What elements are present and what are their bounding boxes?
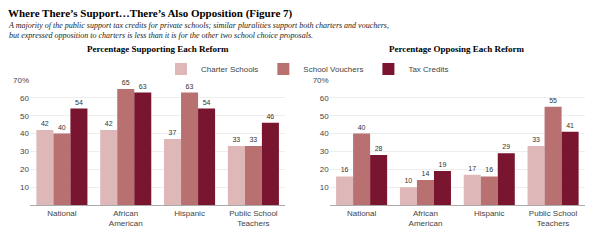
svg-text:65: 65 (122, 79, 130, 86)
svg-text:33: 33 (532, 136, 540, 143)
svg-text:A majority of the public suppo: A majority of the public support tax cre… (8, 21, 389, 40)
svg-text:60: 60 (20, 94, 29, 103)
svg-text:Public SchoolTeachers: Public SchoolTeachers (229, 209, 278, 228)
svg-text:10: 10 (20, 183, 29, 192)
svg-text:20: 20 (320, 165, 329, 174)
svg-text:School Vouchers: School Vouchers (303, 65, 363, 74)
svg-text:42: 42 (41, 120, 49, 127)
svg-text:60: 60 (320, 94, 329, 103)
svg-text:28: 28 (375, 145, 383, 152)
svg-text:30: 30 (320, 147, 329, 156)
svg-text:50: 50 (320, 112, 329, 121)
svg-text:30: 30 (20, 147, 29, 156)
svg-text:Tax Credits: Tax Credits (408, 65, 448, 74)
svg-text:17: 17 (468, 165, 476, 172)
svg-text:63: 63 (186, 83, 194, 90)
svg-text:16: 16 (485, 166, 493, 173)
svg-text:46: 46 (266, 113, 274, 120)
svg-text:70%: 70% (313, 76, 329, 85)
svg-text:40: 40 (358, 124, 366, 131)
svg-text:50: 50 (20, 112, 29, 121)
svg-text:33: 33 (232, 136, 240, 143)
svg-text:19: 19 (439, 161, 447, 168)
svg-text:10: 10 (404, 177, 412, 184)
svg-text:33: 33 (249, 136, 257, 143)
svg-text:Percentage Supporting Each Ref: Percentage Supporting Each Reform (87, 44, 229, 54)
svg-text:20: 20 (20, 165, 29, 174)
svg-text:AfricanAmerican: AfricanAmerican (109, 209, 143, 228)
svg-text:54: 54 (203, 99, 211, 106)
svg-text:55: 55 (549, 97, 557, 104)
svg-text:Hispanic: Hispanic (474, 209, 505, 218)
svg-text:40: 40 (320, 129, 329, 138)
svg-text:29: 29 (502, 143, 510, 150)
svg-text:37: 37 (169, 129, 177, 136)
svg-text:Hispanic: Hispanic (174, 209, 205, 218)
svg-text:16: 16 (341, 166, 349, 173)
svg-text:National: National (347, 209, 377, 218)
svg-text:14: 14 (421, 170, 429, 177)
svg-text:10: 10 (320, 183, 329, 192)
svg-text:63: 63 (139, 83, 147, 90)
svg-text:National: National (47, 209, 77, 218)
svg-text:41: 41 (566, 122, 574, 129)
svg-text:40: 40 (20, 129, 29, 138)
svg-text:40: 40 (58, 124, 66, 131)
svg-text:AfricanAmerican: AfricanAmerican (409, 209, 443, 228)
svg-text:Where There’s Support…There’s: Where There’s Support…There’s Also Oppos… (8, 7, 293, 20)
svg-text:Charter Schools: Charter Schools (201, 65, 258, 74)
svg-text:Public SchoolTeachers: Public SchoolTeachers (529, 209, 578, 228)
svg-text:42: 42 (105, 120, 113, 127)
svg-text:54: 54 (75, 99, 83, 106)
svg-text:70%: 70% (13, 76, 29, 85)
svg-text:Percentage Opposing Each Refor: Percentage Opposing Each Reform (389, 44, 525, 54)
